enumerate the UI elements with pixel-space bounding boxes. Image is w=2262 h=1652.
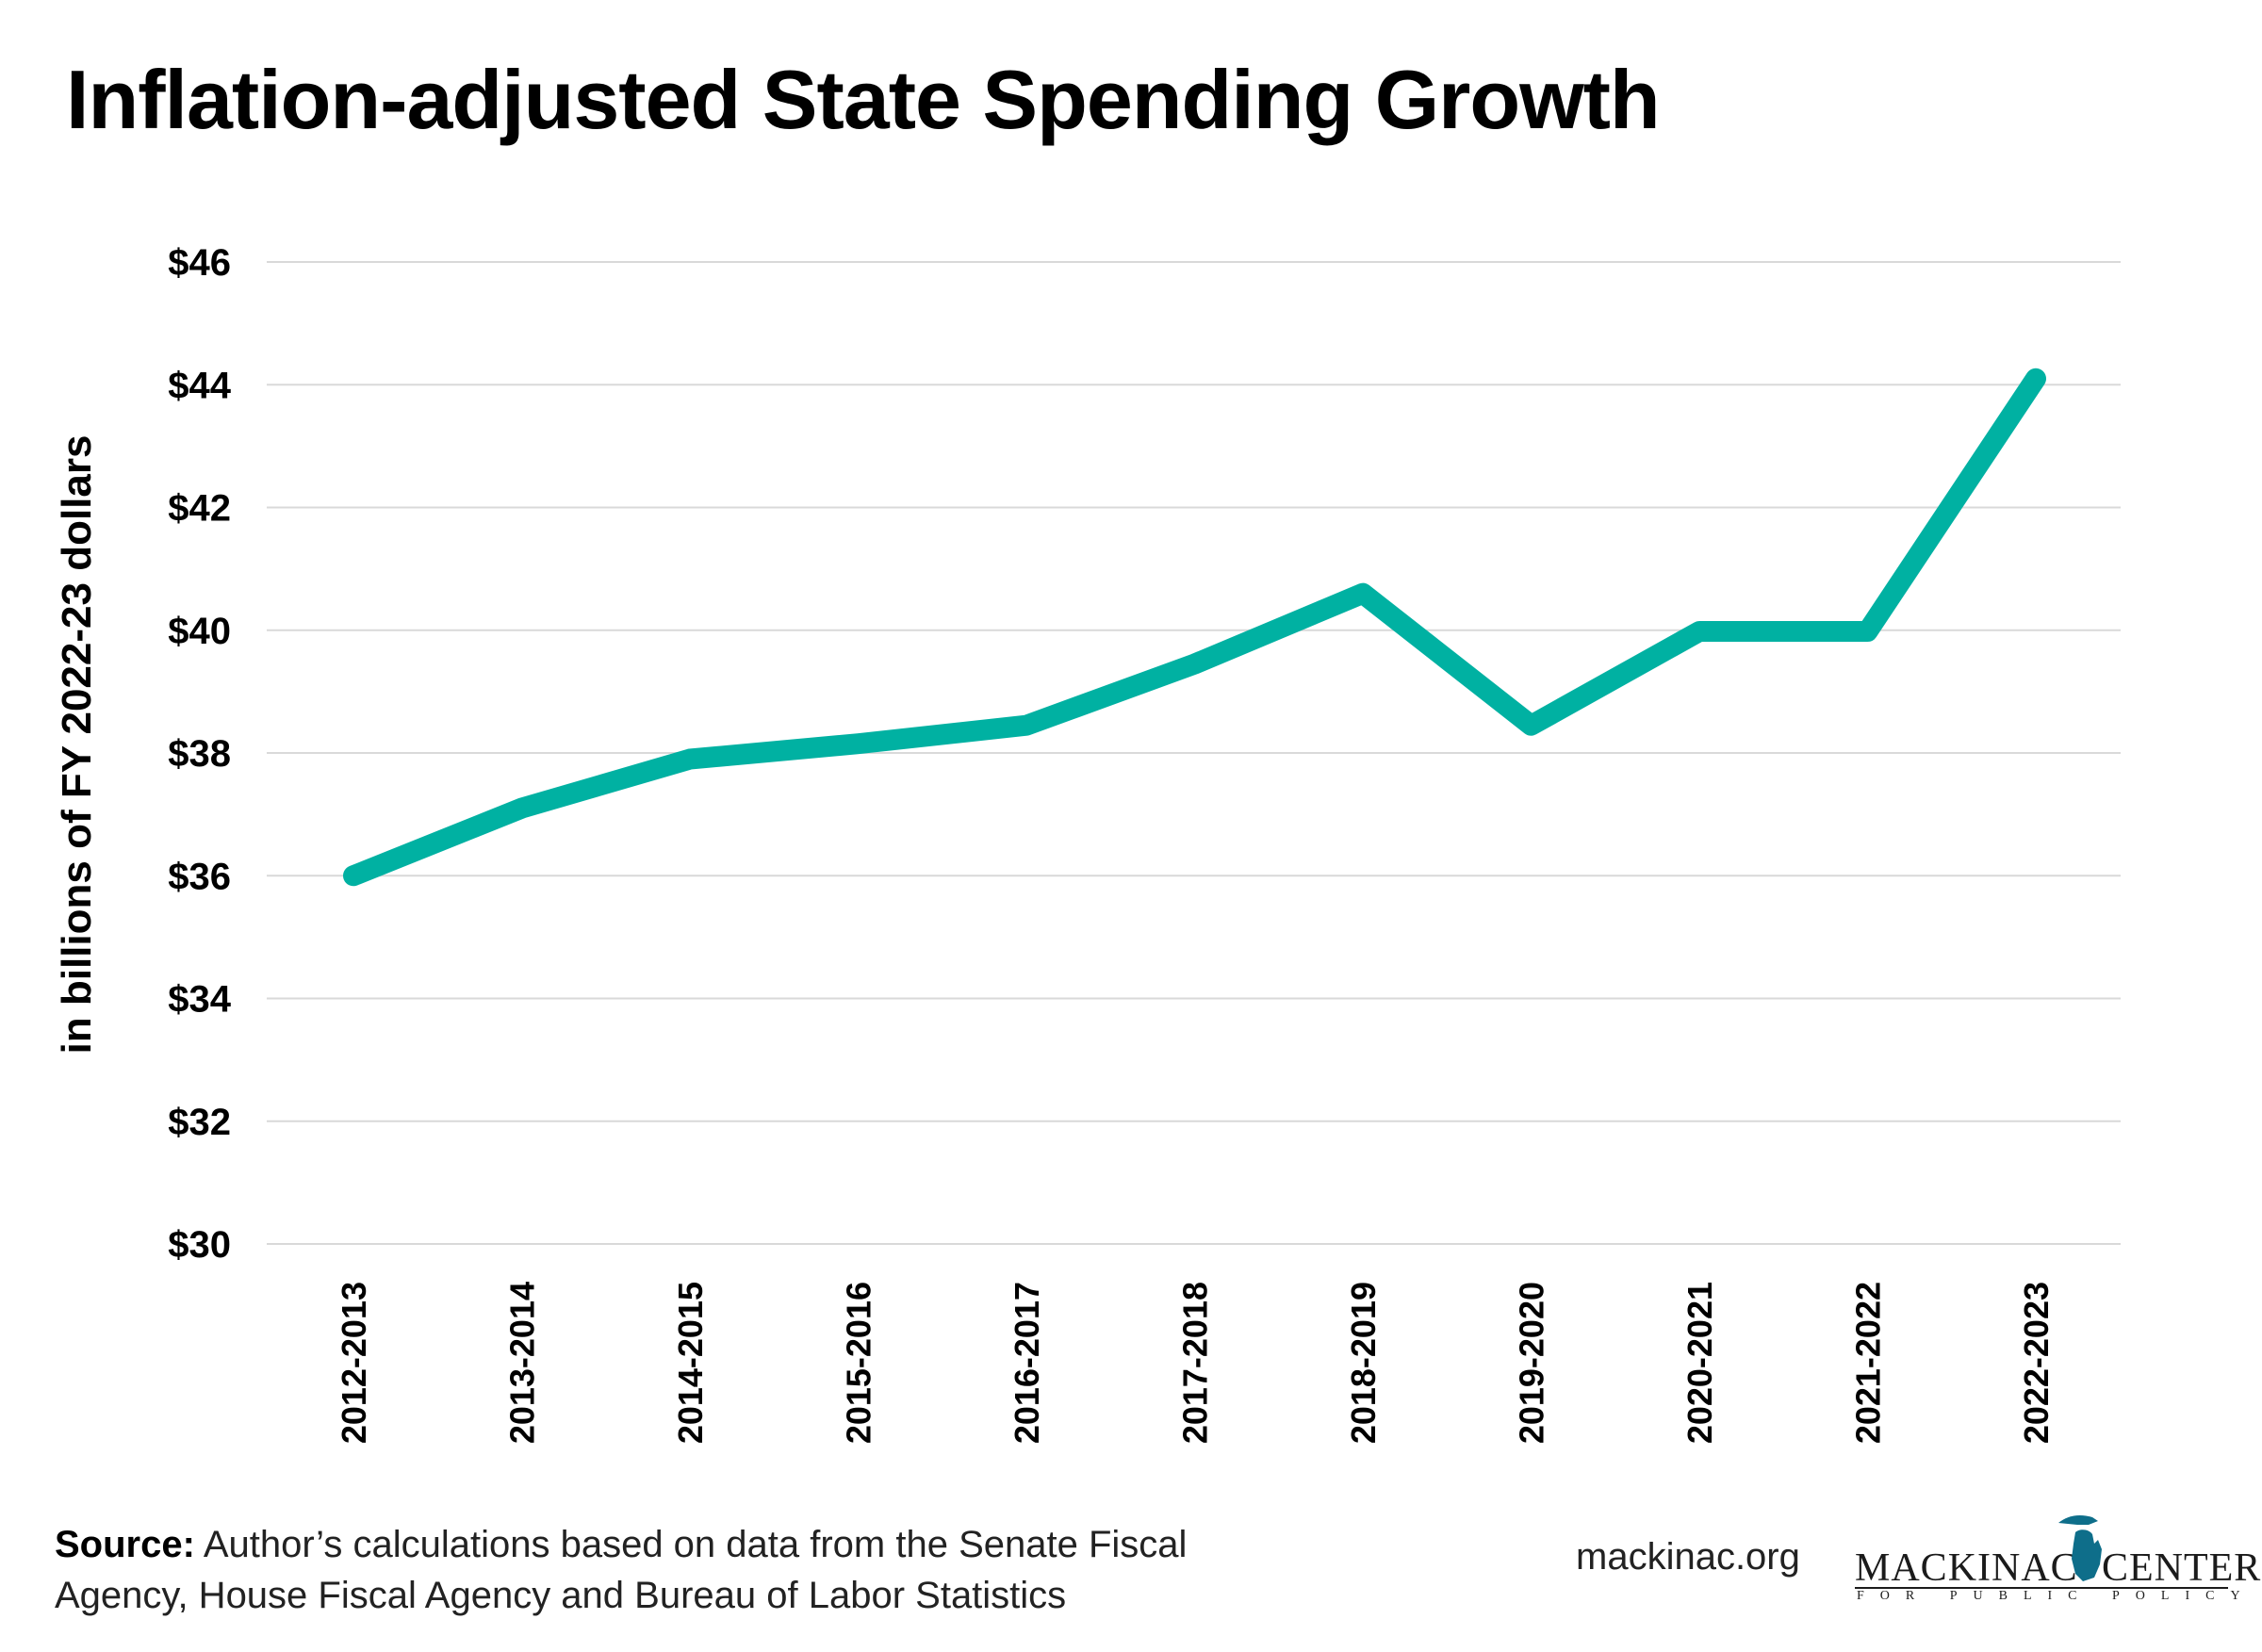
x-tick-label: 2018-2019 (1344, 1282, 1383, 1444)
x-tick-label: 2014-2015 (671, 1282, 710, 1444)
data-point-2022-2023 (2035, 377, 2037, 380)
y-tick-label: $46 (168, 242, 231, 284)
source-note: Source: Author’s calculations based on d… (55, 1519, 1299, 1621)
x-tick-label: 2022-2023 (2017, 1282, 2056, 1444)
mackinac-center-logo: MACKINAC CENTER FOR PUBLIC POLICY (1855, 1515, 2260, 1604)
data-point-2014-2015 (689, 758, 691, 761)
y-tick-label: $36 (168, 856, 231, 897)
x-tick-label: 2020-2021 (1680, 1282, 1719, 1444)
x-tick-label: 2017-2018 (1176, 1282, 1215, 1444)
source-label: Source: (55, 1524, 195, 1565)
series-layer (343, 368, 2046, 887)
website-link[interactable]: mackinac.org (1576, 1536, 1800, 1578)
y-axis-ticks: $30 $32 $34 $36 $38 $40 $42 $44 $46 (168, 242, 231, 1266)
logo-left-word: MACKINAC (1855, 1546, 2078, 1590)
data-point-2017-2018 (1193, 662, 1196, 665)
data-point-2019-2020 (1530, 724, 1533, 727)
logo-divider (1855, 1587, 2228, 1589)
x-tick-label: 2013-2014 (503, 1282, 542, 1444)
y-tick-label: $40 (168, 611, 231, 652)
data-point-2016-2017 (1025, 724, 1027, 727)
data-point-2012-2013 (352, 875, 354, 877)
logo-right-word: CENTER (2102, 1546, 2262, 1590)
x-tick-label: 2016-2017 (1008, 1282, 1046, 1444)
y-tick-label: $42 (168, 488, 231, 530)
gridlines (267, 261, 2121, 1245)
data-point-2021-2022 (1866, 630, 1869, 633)
y-axis-label: in billions of FY 2022-23 dollars (54, 435, 100, 1055)
x-axis-ticks: 2012-2013 2013-2014 2014-2015 2015-2016 2016… (335, 1282, 2056, 1444)
y-tick-label: $38 (168, 733, 231, 775)
x-tick-label: 2012-2013 (335, 1282, 373, 1444)
y-tick-label: $32 (168, 1102, 231, 1143)
x-tick-label: 2015-2016 (840, 1282, 878, 1444)
michigan-map-icon (2058, 1515, 2102, 1581)
y-tick-label: $30 (168, 1224, 231, 1266)
logo-subtext: FOR PUBLIC POLICY (1857, 1589, 2256, 1603)
data-point-2015-2016 (857, 743, 860, 745)
y-tick-label: $44 (168, 365, 231, 406)
x-tick-label: 2021-2022 (1849, 1282, 1888, 1444)
data-point-2018-2019 (1362, 592, 1364, 595)
chart-title: Inflation-adjusted State Spending Growth (66, 53, 1661, 146)
y-tick-label: $34 (168, 979, 231, 1021)
data-point-2020-2021 (1698, 630, 1700, 633)
series-line (343, 368, 2046, 887)
source-text: Author’s calculations based on data from… (55, 1524, 1188, 1616)
data-point-2013-2014 (520, 807, 523, 810)
x-tick-label: 2019-2020 (1513, 1282, 1551, 1444)
line-chart: $30$32$34$36$38$40$42$44$46 2012-2013 201… (54, 242, 2121, 1444)
